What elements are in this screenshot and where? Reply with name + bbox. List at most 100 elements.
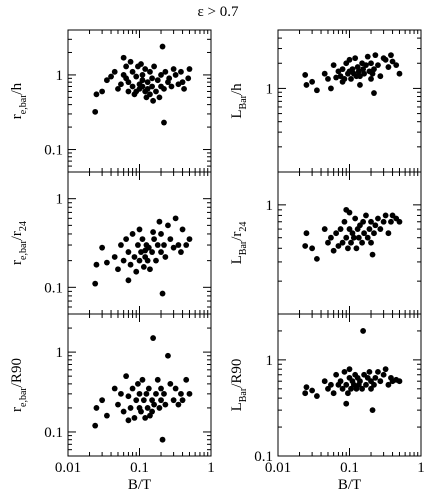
data-point: [328, 85, 334, 92]
data-point: [111, 385, 118, 392]
data-point: [302, 72, 309, 78]
data-point: [172, 385, 179, 392]
data-point: [149, 75, 155, 82]
data-point: [144, 85, 151, 92]
y-axis-title: re,bar/h: [9, 82, 29, 119]
data-point: [325, 239, 331, 246]
data-point: [303, 230, 310, 237]
x-tick-label: 1: [417, 460, 425, 476]
data-point: [377, 73, 384, 80]
data-point: [346, 366, 353, 373]
data-point: [368, 218, 374, 225]
data-point: [339, 78, 346, 85]
data-point: [343, 381, 350, 388]
data-point: [364, 234, 371, 241]
data-point: [382, 212, 389, 219]
data-point: [156, 94, 163, 101]
data-point: [363, 381, 369, 388]
data-point: [162, 68, 169, 75]
data-point: [120, 72, 127, 78]
y-axis-title-tail: /r: [229, 232, 245, 241]
data-point: [127, 405, 134, 411]
data-point: [170, 66, 177, 72]
y-axis-title-sub: Bar: [238, 240, 249, 255]
data-point: [151, 63, 157, 70]
data-point: [149, 408, 155, 415]
data-point: [372, 374, 379, 381]
data-point: [99, 88, 106, 95]
data-point: [129, 83, 136, 90]
data-point: [153, 257, 159, 264]
data-point: [359, 239, 365, 246]
data-point: [352, 55, 359, 62]
data-point: [385, 381, 392, 388]
y-tick-label: 1: [266, 81, 274, 97]
y-axis-title: re,bar/r24: [9, 221, 29, 265]
y-axis-title-tail: /h: [9, 82, 25, 94]
data-point: [125, 79, 132, 86]
plot-frame: [277, 29, 422, 173]
data-point: [382, 366, 389, 373]
y-axis-title-tail: /r: [9, 231, 25, 240]
data-point: [350, 234, 357, 241]
data-point: [158, 72, 164, 78]
data-point: [149, 249, 155, 255]
data-point: [339, 385, 346, 392]
data-point: [118, 242, 124, 248]
data-point: [360, 218, 367, 225]
data-point: [158, 231, 164, 237]
y-tick-label: 0.1: [44, 143, 63, 159]
data-point: [159, 43, 166, 50]
data-point: [385, 230, 392, 237]
data-point: [346, 226, 353, 232]
data-point: [349, 230, 356, 237]
data-point: [165, 222, 171, 229]
data-point: [129, 385, 136, 392]
data-point: [93, 91, 100, 98]
data-point: [371, 230, 377, 237]
data-point: [165, 352, 171, 359]
data-point: [375, 62, 381, 69]
data-point: [361, 70, 367, 77]
data-point: [359, 385, 365, 392]
data-point: [339, 66, 346, 73]
data-point: [149, 83, 155, 90]
data-point: [348, 239, 354, 246]
scatter-panel-p-Lr24: 1 LBar/r24: [229, 171, 422, 315]
y-axis-title-main: L: [229, 255, 245, 264]
plot-frame: [67, 29, 212, 173]
data-point: [321, 226, 328, 232]
scatter-panel-p-Lh: 1 LBar/h: [229, 29, 422, 173]
data-point: [115, 85, 121, 92]
data-point: [162, 254, 169, 260]
data-point: [396, 378, 403, 385]
data-point: [364, 53, 371, 60]
data-point: [388, 52, 394, 59]
data-point: [99, 244, 106, 251]
data-point: [366, 368, 373, 375]
data-point: [368, 75, 374, 82]
data-point: [372, 222, 379, 229]
data-point: [92, 280, 99, 287]
data-point: [341, 218, 348, 225]
figure-title: ε > 0.7: [197, 4, 239, 20]
data-point: [111, 68, 118, 75]
data-point: [138, 408, 144, 415]
data-point: [129, 68, 136, 75]
data-point: [99, 397, 106, 404]
data-point: [309, 78, 316, 85]
x-axis-title: B/T: [338, 477, 361, 493]
data-point: [185, 75, 192, 82]
x-axis-title: B/T: [128, 477, 151, 493]
y-axis-title-tail: /h: [229, 83, 245, 95]
y-axis-title-sub: e,bar: [18, 94, 29, 114]
data-point: [302, 243, 309, 249]
data-point: [154, 376, 161, 383]
data-point: [156, 405, 163, 411]
data-point: [143, 390, 150, 397]
data-point: [125, 277, 132, 284]
data-point: [139, 72, 146, 78]
y-axis-title-main: L: [229, 109, 245, 118]
data-point: [170, 244, 177, 251]
data-point: [139, 77, 146, 84]
